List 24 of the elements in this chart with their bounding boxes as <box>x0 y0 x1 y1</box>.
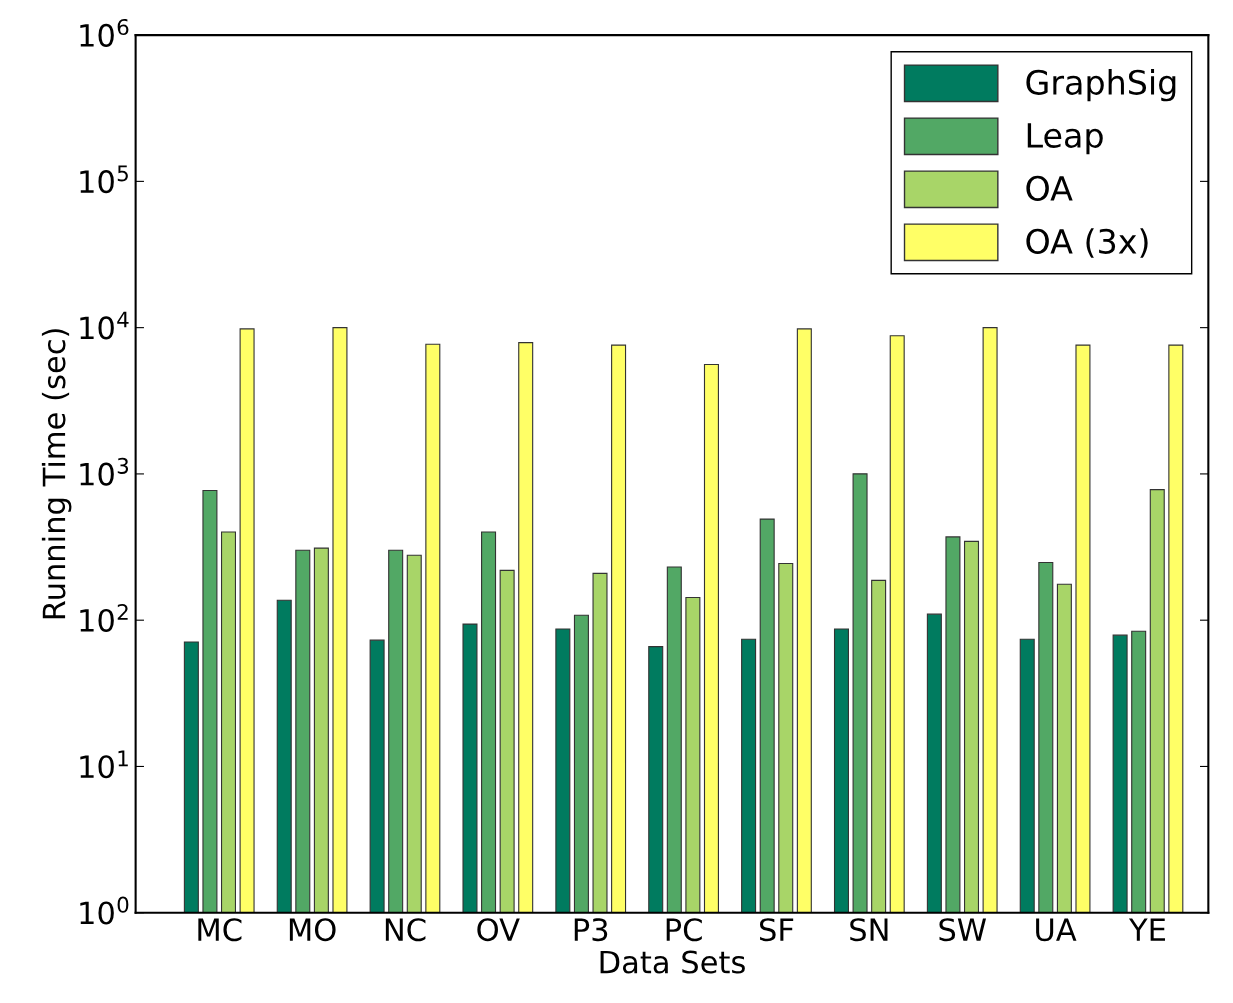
x-tick-label: PC <box>666 918 702 942</box>
x-tick-label: MO <box>289 918 336 942</box>
legend-label: GraphSig <box>1026 69 1176 102</box>
y-tick-label: 10$^{2}$ <box>80 603 128 632</box>
x-tick-label: NC <box>385 918 426 942</box>
y-tick-label: 10$^{4}$ <box>80 311 129 340</box>
x-tick-label: SF <box>760 918 794 942</box>
x-tick-label: SN <box>850 918 888 942</box>
y-tick-label: 10$^{5}$ <box>80 165 128 194</box>
x-tick-label: OV <box>477 918 520 942</box>
y-axis-title: Running Time (sec) <box>41 329 72 619</box>
y-tick-label: 10$^{6}$ <box>80 18 129 47</box>
legend-label: Leap <box>1027 123 1103 155</box>
x-tick-label: MC <box>198 918 242 942</box>
legend-label: OA <box>1026 175 1073 201</box>
x-axis-title: Data Sets <box>600 950 745 974</box>
x-tick-label: P3 <box>574 918 608 942</box>
x-tick-label: SW <box>939 918 987 942</box>
x-tick-label: UA <box>1036 918 1077 942</box>
y-tick-label: 10$^{3}$ <box>80 457 129 486</box>
legend-label: OA (3x) <box>1026 228 1148 258</box>
y-tick-label: 10$^{0}$ <box>80 896 129 925</box>
x-tick-label: YE <box>1128 918 1165 941</box>
y-tick-label: 10$^{1}$ <box>80 750 128 779</box>
